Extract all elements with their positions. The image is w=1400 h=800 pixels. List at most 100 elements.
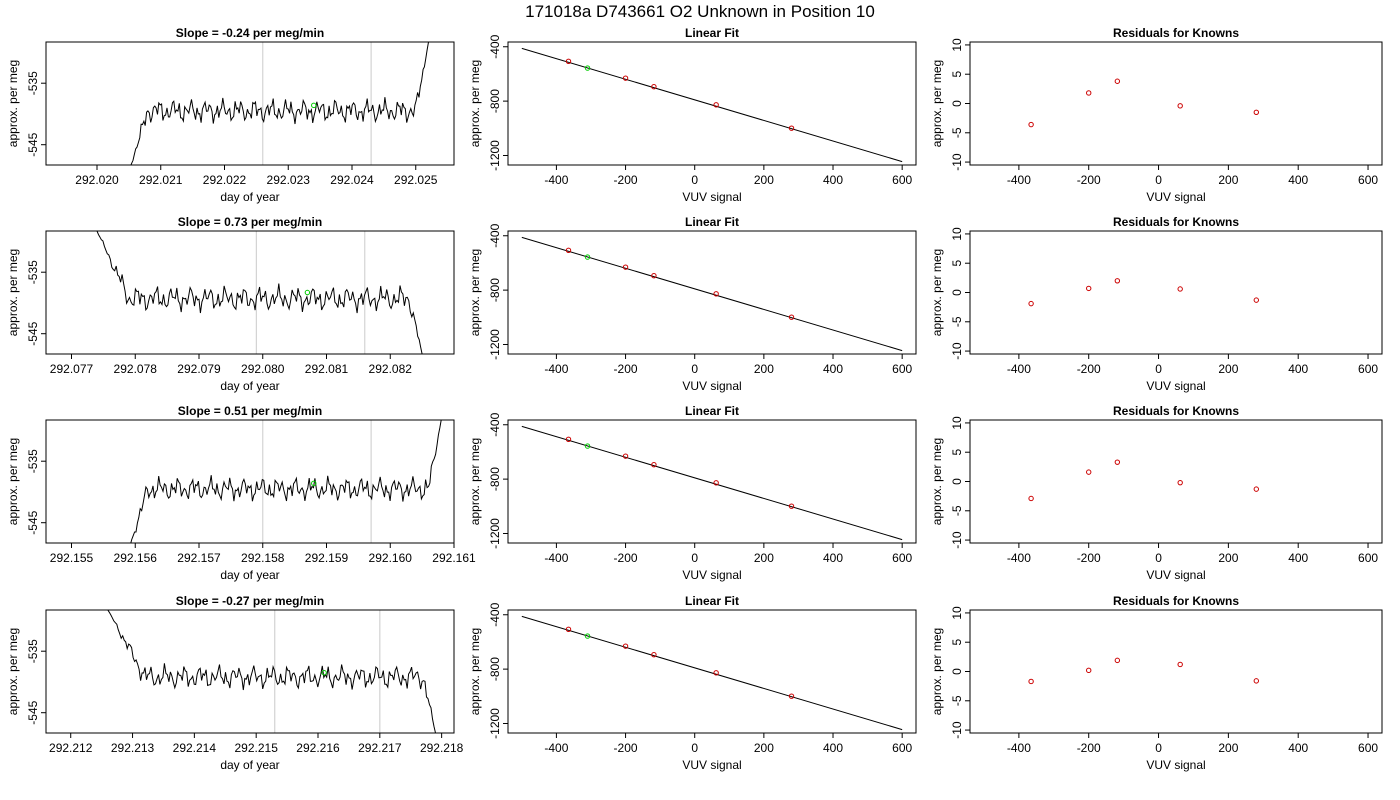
y-axis-label: approx. per meg <box>930 249 944 336</box>
y-tick-label: -400 <box>488 602 502 626</box>
unknown-point <box>584 443 591 449</box>
y-tick-label: 10 <box>950 606 964 620</box>
data-layer <box>1028 459 1260 502</box>
y-tick-label: 0 <box>950 478 964 485</box>
x-tick-label: -200 <box>614 173 638 187</box>
x-tick-label: -400 <box>544 741 568 755</box>
unknown-point <box>584 65 591 71</box>
y-tick-label: -1200 <box>488 140 502 171</box>
x-tick-label: 292.023 <box>267 173 311 187</box>
x-tick-label: 292.214 <box>173 741 217 755</box>
plot-frame <box>507 419 917 544</box>
x-tick-label: 400 <box>823 741 843 755</box>
known-point <box>565 436 572 442</box>
plot-frame <box>45 230 455 355</box>
plot-frame <box>507 41 917 166</box>
y-axis-label: approx. per meg <box>468 628 482 715</box>
y-axis-label: approx. per meg <box>930 628 944 715</box>
known-point <box>1086 90 1092 96</box>
known-point <box>1086 469 1092 475</box>
x-tick-label: 200 <box>754 551 774 565</box>
x-tick-label: 292.213 <box>111 741 155 755</box>
panel-2-2: Linear Fit -400 -200 0 200 400 600 -400 -800 -120… <box>468 215 917 393</box>
signal-trace <box>96 231 423 354</box>
panel-3-2: Linear Fit -400 -200 0 200 400 600 -400 -800 -120… <box>468 404 917 582</box>
x-tick-label: 292.160 <box>369 551 413 565</box>
y-tick-label: -5 <box>950 316 964 327</box>
known-point <box>1114 278 1121 284</box>
plot-frame <box>969 609 1383 734</box>
y-axis-label: approx. per meg <box>6 60 20 147</box>
x-tick-label: 600 <box>1358 362 1378 376</box>
unknown-marker <box>304 289 311 296</box>
panel-title: Residuals for Knowns <box>1113 594 1239 608</box>
known-point <box>713 102 719 108</box>
x-tick-label: -200 <box>614 551 638 565</box>
x-tick-label: 0 <box>1155 551 1162 565</box>
panel-title: Slope = 0.51 per meg/min <box>178 404 322 418</box>
plot-frame <box>969 230 1383 355</box>
plot-frame <box>969 41 1383 166</box>
x-tick-label: 400 <box>1288 551 1308 565</box>
y-tick-label: 5 <box>950 639 964 646</box>
x-tick-label: 600 <box>892 551 912 565</box>
unknown-marker <box>311 480 317 487</box>
y-tick-label: -5 <box>950 695 964 706</box>
x-tick-label: 200 <box>1218 551 1238 565</box>
known-point <box>651 273 657 279</box>
x-axis-label: VUV signal <box>1146 568 1205 582</box>
unknown-marker <box>311 102 317 109</box>
x-tick-label: -200 <box>1077 741 1101 755</box>
y-tick-label: 10 <box>950 38 964 52</box>
plot-frame <box>45 609 455 734</box>
known-point <box>1177 103 1183 109</box>
plot-frame <box>507 609 917 734</box>
y-tick-label: -535 <box>26 639 40 663</box>
x-tick-label: 0 <box>691 173 698 187</box>
x-tick-label: 0 <box>691 362 698 376</box>
panel-title: Residuals for Knowns <box>1113 404 1239 418</box>
x-tick-label: -200 <box>1077 173 1101 187</box>
known-point <box>1028 495 1034 502</box>
x-tick-label: 292.078 <box>114 362 158 376</box>
known-point <box>1086 667 1092 674</box>
x-tick-label: 292.218 <box>420 741 464 755</box>
x-tick-label: 292.155 <box>50 551 94 565</box>
x-tick-label: 292.212 <box>49 741 93 755</box>
x-tick-label: 0 <box>691 551 698 565</box>
y-axis-label: approx. per meg <box>6 249 20 336</box>
x-tick-label: 400 <box>823 362 843 376</box>
x-tick-label: 200 <box>1218 741 1238 755</box>
x-tick-label: 200 <box>1218 173 1238 187</box>
y-axis-label: approx. per meg <box>468 60 482 147</box>
data-layer <box>96 231 423 354</box>
known-point <box>622 75 629 81</box>
x-tick-label: 600 <box>1358 741 1378 755</box>
y-axis-label: approx. per meg <box>6 628 20 715</box>
y-tick-label: -5 <box>950 505 964 516</box>
panel-1-1: Slope = -0.24 per meg/min 292.020 292.021 2… <box>6 26 455 204</box>
x-axis-label: VUV signal <box>682 568 741 582</box>
x-tick-label: 292.161 <box>432 551 476 565</box>
x-tick-label: 292.158 <box>241 551 285 565</box>
x-tick-label: 292.156 <box>114 551 158 565</box>
y-tick-label: -545 <box>26 510 40 534</box>
data-layer <box>1028 657 1260 685</box>
panel-1-3: Residuals for Knowns -400 -200 0 200 400 600 10… <box>930 26 1383 204</box>
y-tick-label: -535 <box>26 449 40 473</box>
x-tick-label: 600 <box>892 173 912 187</box>
known-point <box>565 626 572 632</box>
data-layer <box>521 47 903 163</box>
x-tick-label: 292.216 <box>296 741 340 755</box>
known-point <box>1028 121 1034 128</box>
known-point <box>1028 300 1034 307</box>
fit-line <box>521 236 903 352</box>
y-axis-label: approx. per meg <box>6 438 20 525</box>
data-layer <box>130 42 429 165</box>
plot-frame <box>45 419 455 544</box>
panel-1-2: Linear Fit -400 -200 0 200 400 600 -400 -800 -120… <box>468 26 917 204</box>
known-point <box>651 462 657 468</box>
data-layer <box>521 236 903 352</box>
y-tick-label: -535 <box>26 260 40 284</box>
